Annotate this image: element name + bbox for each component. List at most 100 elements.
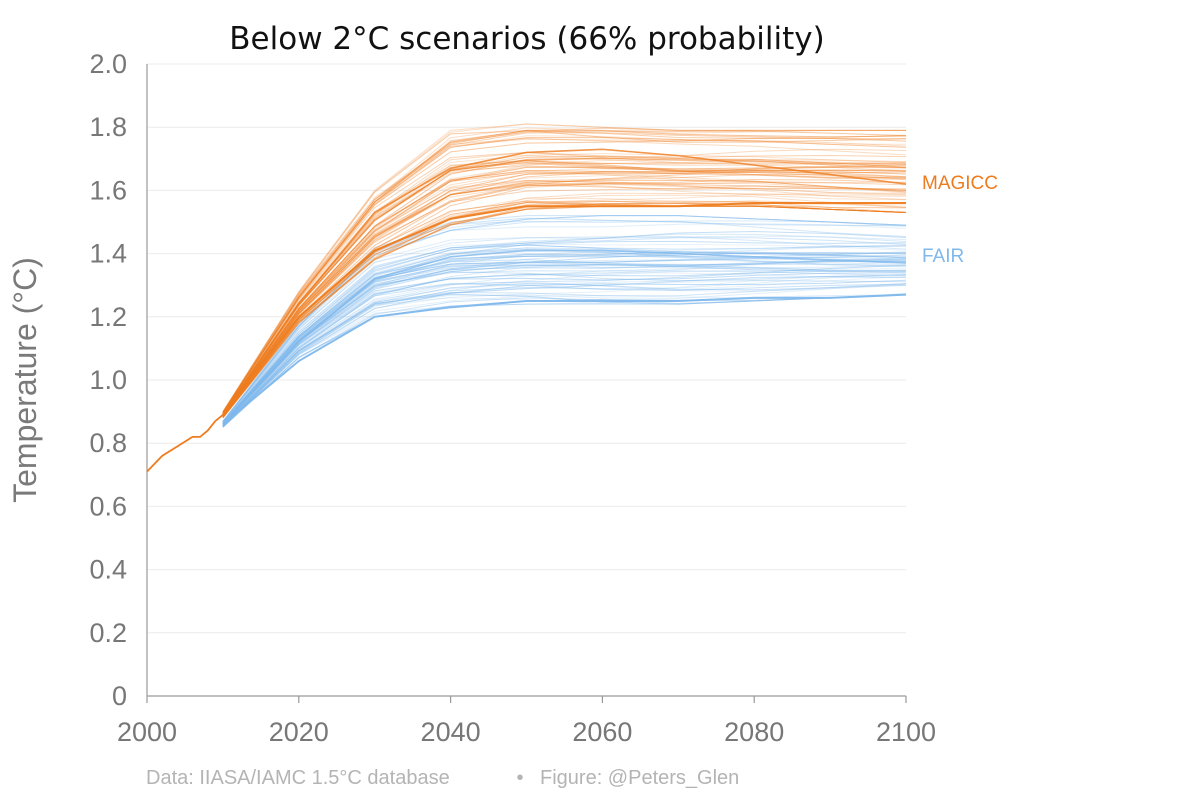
scenario-line <box>222 284 907 427</box>
scenario-line <box>222 159 907 414</box>
scenario-line <box>222 264 907 427</box>
scenario-line <box>222 137 907 413</box>
x-tick-labels: 2000 2020 2040 2060 2080 2100 <box>117 717 936 747</box>
scenario-line <box>222 171 907 417</box>
y-tick-label: 2.0 <box>89 49 127 79</box>
scenario-line <box>222 135 907 414</box>
y-tick-label: 1.4 <box>89 239 127 269</box>
scenario-line <box>222 276 907 427</box>
scenario-line <box>222 160 907 415</box>
y-tick-label: 1.8 <box>89 112 127 142</box>
scenario-line <box>222 159 907 415</box>
scenario-line <box>222 132 907 414</box>
scenario-line <box>222 267 907 427</box>
scenario-line <box>222 215 907 423</box>
scenario-line <box>222 220 907 422</box>
scenario-line <box>222 182 907 416</box>
scenario-line <box>222 284 907 428</box>
scenario-line <box>222 233 907 423</box>
scenario-line <box>222 179 907 417</box>
scenario-line <box>222 179 907 416</box>
scenario-line <box>222 273 907 428</box>
highlight-line <box>222 293 907 426</box>
scenario-line <box>222 200 907 418</box>
scenario-line <box>222 181 907 416</box>
fair-series-lines <box>222 215 907 428</box>
y-tick-label: 1.2 <box>89 302 127 332</box>
scenario-line <box>222 251 907 425</box>
scenario-line <box>222 255 907 424</box>
footer-source: Data: IIASA/IAMC 1.5°C database <box>146 767 450 789</box>
y-tick-label: 1.0 <box>89 365 127 395</box>
scenario-line <box>222 261 907 426</box>
x-tick-label: 2060 <box>572 717 632 747</box>
axes <box>146 64 907 703</box>
scenario-line <box>222 251 907 424</box>
scenario-line <box>222 182 907 417</box>
scenario-line <box>222 137 907 412</box>
scenario-line <box>222 170 907 416</box>
scenario-line <box>222 205 907 418</box>
scenario-line <box>222 127 906 414</box>
scenario-line <box>222 173 907 416</box>
scenario-line <box>222 262 907 426</box>
magicc-series-lines <box>222 123 907 419</box>
scenario-line <box>222 217 907 423</box>
scenario-line <box>222 243 907 423</box>
scenario-line <box>222 192 907 419</box>
x-tick-label: 2100 <box>876 717 936 747</box>
x-tick-label: 2080 <box>724 717 784 747</box>
footer-credit: Figure: @Peters_Glen <box>540 767 739 789</box>
scenario-line <box>222 215 907 422</box>
scenario-line <box>222 280 907 427</box>
grid-lines <box>147 63 906 634</box>
y-tick-label: 0.4 <box>89 555 127 585</box>
scenario-line <box>222 250 907 424</box>
scenario-line <box>222 158 907 414</box>
scenario-line <box>222 193 907 418</box>
y-tick-label: 1.6 <box>89 175 127 205</box>
x-tick-label: 2000 <box>117 717 177 747</box>
scenario-line <box>222 223 907 422</box>
scenario-line <box>222 269 907 427</box>
scenario-line <box>222 130 907 413</box>
scenario-line <box>222 137 907 414</box>
footer-separator: • <box>516 767 523 789</box>
fair-series-label: FAIR <box>922 246 964 267</box>
y-tick-label: 0.8 <box>89 428 127 458</box>
scenario-line <box>222 271 907 425</box>
scenario-line <box>222 194 907 418</box>
scenario-line <box>222 202 907 418</box>
scenario-line <box>222 184 907 417</box>
scenario-line <box>222 205 907 418</box>
scenario-line <box>222 166 907 416</box>
scenario-line <box>222 129 907 413</box>
scenario-line <box>222 200 907 419</box>
scenario-line <box>222 179 907 416</box>
scenario-line <box>222 274 907 428</box>
scenario-line <box>222 251 907 424</box>
scenario-line <box>222 164 907 417</box>
scenario-line <box>222 205 907 418</box>
historical-line <box>146 414 224 473</box>
scenario-line <box>222 281 907 427</box>
scenario-line <box>222 237 907 423</box>
scenario-line <box>222 182 907 417</box>
scenario-line <box>222 270 907 425</box>
scenario-line <box>222 272 907 426</box>
scenario-line <box>222 127 906 413</box>
scenario-line <box>222 220 907 422</box>
scenario-line <box>222 264 907 426</box>
scenario-line <box>222 270 907 426</box>
scenario-line <box>222 279 907 428</box>
scenario-line <box>222 165 907 417</box>
magicc-series-label: MAGICC <box>922 173 998 194</box>
scenario-line <box>222 123 906 413</box>
scenario-line <box>222 130 907 413</box>
scenario-line <box>222 148 907 415</box>
y-tick-label: 0.2 <box>89 618 127 648</box>
scenario-line <box>222 244 907 424</box>
scenario-line <box>222 171 907 417</box>
scenario-line <box>222 123 906 412</box>
